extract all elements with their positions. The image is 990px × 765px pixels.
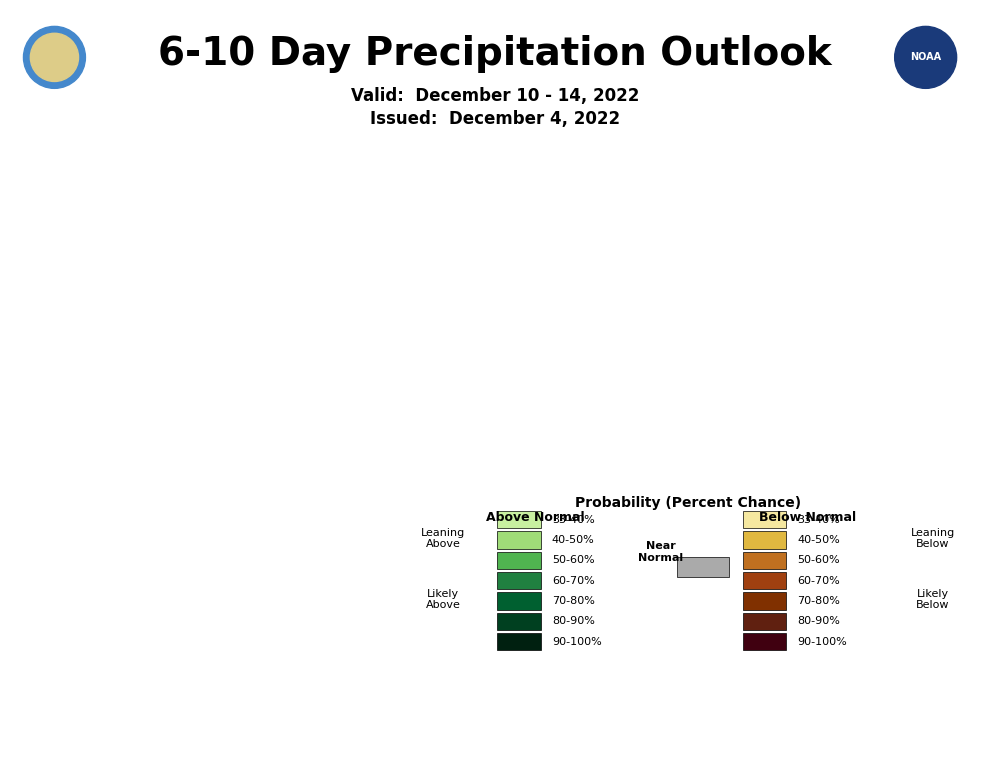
Bar [677, 557, 730, 578]
Text: 33-40%: 33-40% [797, 515, 840, 525]
Text: 40-50%: 40-50% [552, 535, 595, 545]
Text: Leaning
Above: Leaning Above [421, 528, 465, 549]
Text: 70-80%: 70-80% [552, 596, 595, 606]
Text: 40-50%: 40-50% [797, 535, 840, 545]
Text: Leaning
Below: Leaning Below [911, 528, 955, 549]
Bar [498, 613, 541, 630]
Bar [498, 532, 541, 549]
Bar [742, 633, 786, 650]
Text: 50-60%: 50-60% [552, 555, 595, 565]
Text: Above Normal: Above Normal [486, 511, 585, 524]
Bar [742, 552, 786, 569]
Text: 80-90%: 80-90% [797, 617, 840, 627]
Text: 60-70%: 60-70% [552, 575, 595, 586]
Text: Near
Normal: Near Normal [639, 541, 683, 562]
Text: Likely
Above: Likely Above [426, 588, 460, 610]
Text: Likely
Below: Likely Below [917, 588, 949, 610]
Circle shape [24, 27, 85, 89]
Text: 50-60%: 50-60% [797, 555, 840, 565]
Bar [498, 592, 541, 610]
Circle shape [895, 27, 956, 89]
Circle shape [31, 34, 78, 82]
Text: Valid:  December 10 - 14, 2022: Valid: December 10 - 14, 2022 [350, 86, 640, 105]
Text: 70-80%: 70-80% [797, 596, 840, 606]
Bar [498, 633, 541, 650]
Bar [498, 552, 541, 569]
Text: 90-100%: 90-100% [552, 636, 602, 646]
Bar [742, 572, 786, 589]
Text: 80-90%: 80-90% [552, 617, 595, 627]
Bar [498, 572, 541, 589]
Text: Probability (Percent Chance): Probability (Percent Chance) [575, 496, 801, 510]
Bar [742, 532, 786, 549]
Text: 33-40%: 33-40% [552, 515, 595, 525]
Bar [742, 613, 786, 630]
Text: Issued:  December 4, 2022: Issued: December 4, 2022 [370, 109, 620, 128]
Bar [742, 592, 786, 610]
Text: Below Normal: Below Normal [759, 511, 856, 524]
Text: NOAA: NOAA [910, 52, 941, 63]
Text: 60-70%: 60-70% [797, 575, 840, 586]
Bar [498, 511, 541, 528]
Text: 90-100%: 90-100% [797, 636, 846, 646]
Bar [742, 511, 786, 528]
Text: 6-10 Day Precipitation Outlook: 6-10 Day Precipitation Outlook [158, 34, 832, 73]
